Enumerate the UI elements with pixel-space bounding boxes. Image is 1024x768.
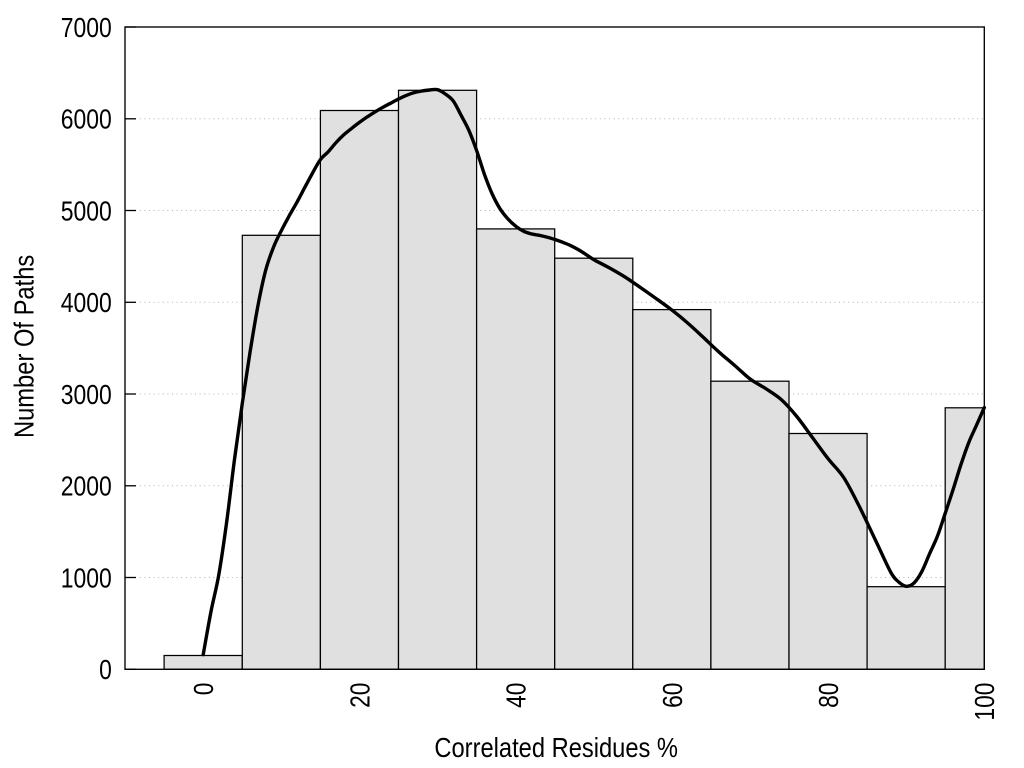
svg-text:80: 80 bbox=[813, 683, 844, 708]
svg-text:60: 60 bbox=[657, 683, 688, 708]
svg-text:0: 0 bbox=[99, 654, 112, 685]
svg-text:Number Of Paths: Number Of Paths bbox=[8, 255, 39, 438]
svg-text:7000: 7000 bbox=[61, 12, 112, 43]
svg-text:1000: 1000 bbox=[61, 563, 112, 594]
svg-text:3000: 3000 bbox=[61, 379, 112, 410]
svg-text:4000: 4000 bbox=[61, 287, 112, 318]
svg-text:6000: 6000 bbox=[61, 104, 112, 135]
svg-text:40: 40 bbox=[501, 683, 532, 708]
svg-text:100: 100 bbox=[969, 683, 1000, 721]
svg-text:5000: 5000 bbox=[61, 195, 112, 226]
svg-text:20: 20 bbox=[344, 683, 375, 708]
svg-text:Correlated Residues %: Correlated Residues % bbox=[434, 732, 678, 763]
svg-text:0: 0 bbox=[188, 683, 219, 696]
svg-text:2000: 2000 bbox=[61, 471, 112, 502]
